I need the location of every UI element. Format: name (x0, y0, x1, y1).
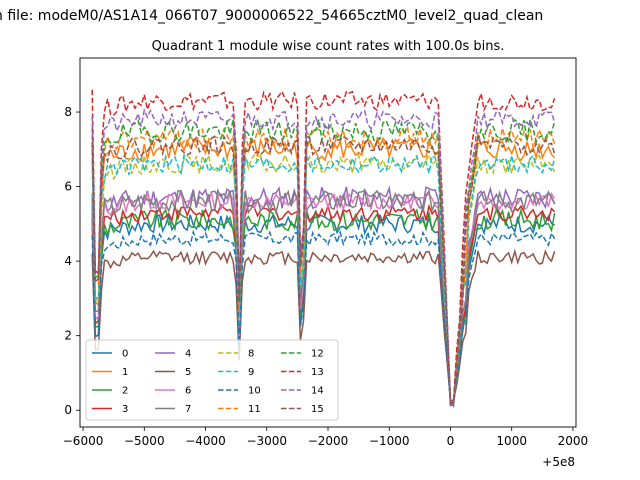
legend-label-14: 14 (311, 386, 324, 397)
series-line-8 (91, 152, 556, 405)
series-line-3 (91, 202, 556, 404)
series-line-15 (91, 134, 556, 405)
legend-label-9: 9 (248, 367, 254, 378)
legend-label-3: 3 (122, 404, 128, 415)
legend-label-10: 10 (248, 386, 261, 397)
legend-label-2: 2 (122, 386, 128, 397)
series-line-2 (91, 207, 556, 406)
legend-label-4: 4 (185, 349, 191, 360)
series-line-5 (91, 248, 556, 402)
y-tick-label: 0 (64, 403, 72, 417)
legend-label-15: 15 (311, 404, 324, 415)
series-line-12 (91, 118, 556, 409)
legend-label-11: 11 (248, 404, 261, 415)
legend-label-7: 7 (185, 404, 191, 415)
x-axis: −6000 −5000 −4000 −3000 −2000 −1000 0 1000 2000 (63, 427, 588, 448)
x-tick-label: −4000 (185, 434, 226, 448)
figure-suptitle: n file: modeM0/AS1A14_066T07_9000006522_… (0, 8, 543, 24)
series-line-9 (91, 152, 556, 406)
plot-area (91, 89, 556, 409)
x-tick-label: 1000 (496, 434, 527, 448)
y-tick-label: 6 (64, 180, 72, 194)
x-tick-label: −5000 (124, 434, 165, 448)
y-tick-label: 8 (64, 105, 72, 119)
legend-label-1: 1 (122, 367, 128, 378)
legend-label-8: 8 (248, 349, 254, 360)
x-tick-label: −1000 (369, 434, 410, 448)
series-line-10 (91, 229, 556, 403)
legend-label-5: 5 (185, 367, 191, 378)
series-line-7 (91, 187, 556, 406)
series-line-0 (91, 212, 556, 407)
chart-title: Quadrant 1 module wise count rates with … (152, 39, 505, 54)
series-layer (91, 89, 556, 409)
y-tick-label: 4 (64, 254, 72, 268)
x-tick-label: −3000 (246, 434, 287, 448)
legend-label-13: 13 (311, 367, 324, 378)
x-tick-label: −2000 (308, 434, 349, 448)
y-tick-label: 2 (64, 329, 72, 343)
y-axis: 0 2 4 6 8 (64, 105, 80, 417)
x-tick-label: 2000 (558, 434, 589, 448)
x-tick-label: −6000 (63, 434, 104, 448)
legend-label-6: 6 (185, 386, 191, 397)
legend-frame (85, 339, 339, 421)
x-tick-label: 0 (447, 434, 455, 448)
series-line-14 (91, 107, 556, 406)
legend-label-12: 12 (311, 349, 324, 360)
series-line-13 (91, 89, 556, 407)
legend-label-0: 0 (122, 349, 128, 360)
x-axis-offset-text: +5e8 (542, 455, 575, 469)
